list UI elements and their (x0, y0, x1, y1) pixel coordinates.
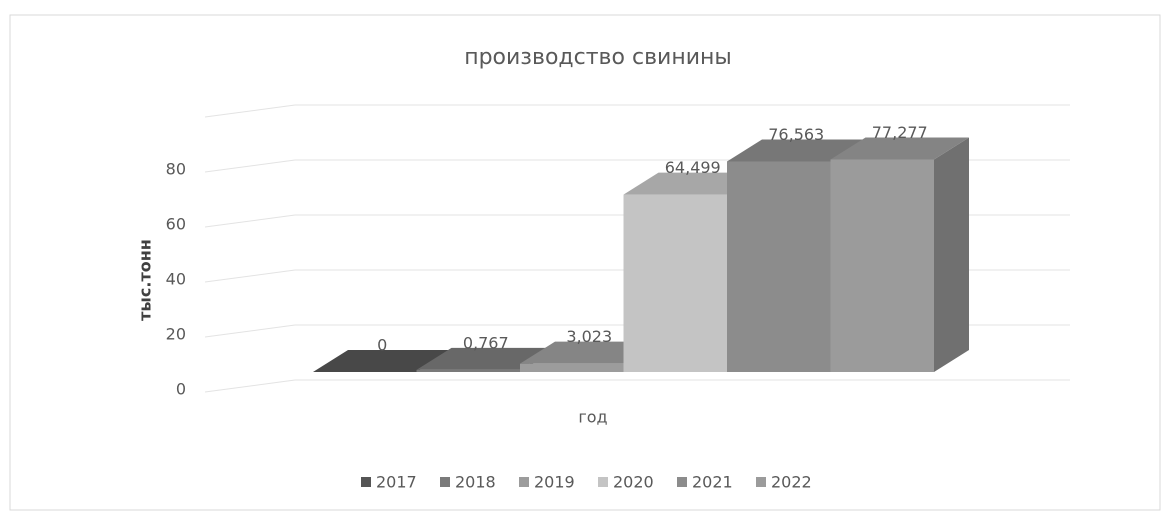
legend-swatch (440, 477, 450, 487)
legend-label: 2019 (534, 473, 575, 492)
data-label: 0 (377, 336, 387, 355)
legend-swatch (756, 477, 766, 487)
data-label: 64,499 (665, 158, 721, 177)
bar (520, 363, 624, 372)
wall-edge (204, 104, 296, 118)
data-label: 3,023 (566, 327, 612, 346)
legend-label: 2020 (613, 473, 654, 492)
chart-title: производство свинины (464, 45, 732, 70)
bar-top (830, 137, 969, 160)
grid-line (204, 379, 296, 393)
data-label: 77,277 (872, 123, 928, 142)
bar-top (727, 139, 866, 162)
legend-label: 2017 (376, 473, 417, 492)
grid-line (204, 214, 296, 228)
y-tick-label: 80 (166, 160, 186, 179)
y-axis-title: тыс.тонн (136, 239, 155, 321)
y-tick-label: 20 (166, 325, 186, 344)
y-tick-label: 0 (176, 380, 186, 399)
legend-swatch (361, 477, 371, 487)
legend-label: 2022 (771, 473, 812, 492)
data-label: 0,767 (463, 333, 509, 352)
x-axis-title: год (578, 408, 607, 427)
grid-line (204, 159, 296, 173)
grid-line (204, 269, 296, 283)
bar (623, 194, 727, 372)
y-tick-label: 40 (166, 270, 186, 289)
bar-side (934, 137, 969, 372)
legend-label: 2021 (692, 473, 733, 492)
bar (416, 369, 520, 372)
data-label: 76,563 (768, 125, 824, 144)
grid-line (204, 324, 296, 338)
legend-swatch (598, 477, 608, 487)
legend-swatch (519, 477, 529, 487)
bar-top (313, 350, 452, 372)
y-tick-label: 60 (166, 215, 186, 234)
legend-label: 2018 (455, 473, 496, 492)
bar (727, 161, 831, 372)
chart-frame (9, 14, 1161, 511)
legend-swatch (677, 477, 687, 487)
bar (830, 159, 934, 372)
